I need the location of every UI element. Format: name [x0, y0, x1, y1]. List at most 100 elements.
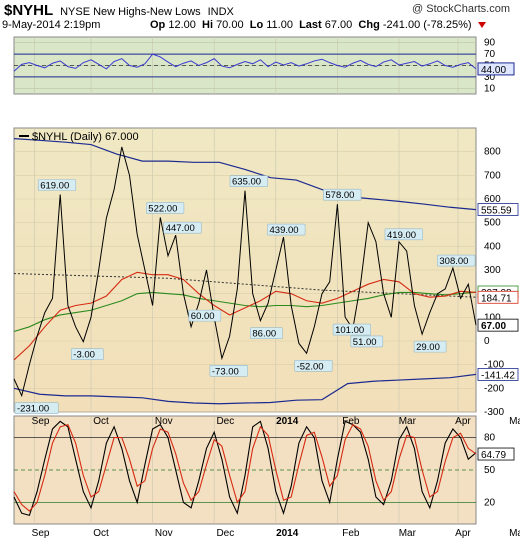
- right-value-badge: [477, 318, 519, 332]
- point-annotation: 86.00: [252, 329, 276, 340]
- point-annotation: 578.00: [325, 190, 354, 201]
- chg-value: -241.00 (-78.25%): [382, 19, 472, 31]
- point-annotation: 522.00: [148, 203, 177, 214]
- point-annotation: -73.00: [212, 366, 239, 377]
- last-value-label: 64.79: [481, 450, 506, 461]
- ma-green-line: [13, 291, 477, 333]
- point-annotation-box: [250, 327, 283, 339]
- x-tick-label: Oct: [93, 528, 109, 539]
- point-annotation: -231.00: [17, 404, 49, 415]
- down-triangle-icon: [477, 22, 486, 29]
- lower-band-line: [13, 373, 477, 405]
- x-tick-label: Oct: [93, 416, 109, 427]
- x-tick-label: Nov: [155, 528, 173, 539]
- last-value: 67.00: [324, 19, 353, 31]
- last-value-label: 44.00: [481, 65, 506, 76]
- y-tick-label: 300: [484, 265, 501, 276]
- chart-header: $NYHL NYSE New Highs-New Lows INDX @ Sto…: [0, 0, 520, 36]
- y-tick-label: -100: [484, 360, 504, 371]
- point-annotation: 101.00: [335, 325, 364, 336]
- y-tick-label: 50: [484, 465, 496, 476]
- y-tick-label: 90: [484, 38, 496, 49]
- point-annotation-box: [229, 175, 268, 188]
- x-tick-label: Mar: [399, 528, 417, 539]
- chart-title: $NYHL NYSE New Highs-New Lows INDX: [4, 2, 234, 19]
- point-annotation-box: [14, 402, 59, 414]
- high-value: 70.00: [216, 19, 244, 31]
- point-annotation: 619.00: [40, 181, 69, 192]
- x-tick-label: Feb: [342, 528, 360, 539]
- y-tick-label: -300: [484, 407, 504, 418]
- y-tick-label: 20: [484, 497, 496, 508]
- x-tick-label: Sep: [32, 528, 50, 539]
- right-value-label: 555.59: [481, 206, 512, 217]
- y-tick-label: 700: [484, 170, 501, 181]
- x-tick-label: 2014: [276, 416, 299, 427]
- high-label: Hi: [202, 19, 213, 31]
- right-value-label: 67.00: [481, 321, 506, 332]
- ma-dotted-line: [13, 273, 477, 298]
- ma-red-line: [13, 271, 477, 361]
- point-annotation-box: [323, 188, 362, 201]
- point-annotation-box: [332, 323, 372, 336]
- last-label: Last: [299, 19, 322, 31]
- y-tick-label: 800: [484, 147, 501, 158]
- right-value-label: 184.71: [481, 293, 512, 304]
- x-tick-label: Mar: [399, 416, 417, 427]
- point-annotation-box: [209, 364, 248, 377]
- x-tick-label: Feb: [342, 416, 360, 427]
- point-annotation: 60.00: [191, 311, 215, 322]
- x-tick-label: Dec: [216, 416, 234, 427]
- y-tick-label: 100: [484, 312, 501, 323]
- x-tick-label: Nov: [155, 416, 173, 427]
- last-value-badge: [477, 62, 515, 76]
- point-annotation-box: [37, 179, 77, 191]
- point-annotation: 51.00: [353, 337, 377, 348]
- point-annotation-box: [413, 340, 447, 353]
- quote-summary: Op 12.00 Hi 70.00 Lo 11.00 Last 67.00 Ch…: [150, 19, 486, 31]
- low-value: 11.00: [266, 19, 293, 31]
- index-name: NYSE New Highs-New Lows: [60, 6, 201, 18]
- index-type: INDX: [207, 6, 234, 18]
- indicator-line: [13, 53, 477, 72]
- point-annotation: 439.00: [270, 225, 299, 236]
- y-tick-label: -200: [484, 383, 504, 394]
- point-annotation-box: [188, 309, 222, 322]
- point-annotation: 419.00: [387, 230, 416, 241]
- right-value-badge: [477, 368, 519, 381]
- last-value-badge: [477, 447, 515, 461]
- x-tick-label: 2014: [276, 528, 299, 539]
- chg-label: Chg: [358, 19, 380, 31]
- open-label: Op: [150, 19, 166, 31]
- y-tick-label: 0: [484, 336, 490, 347]
- symbol: $NYHL: [4, 2, 54, 19]
- y-tick-label: 10: [484, 83, 496, 94]
- y-tick-label: 400: [484, 241, 501, 252]
- point-annotation: 308.00: [439, 256, 468, 267]
- point-annotation-box: [267, 223, 306, 236]
- x-tick-label: Dec: [216, 528, 234, 539]
- y-tick-label: 30: [484, 72, 496, 83]
- osc-k-line: [13, 420, 477, 517]
- point-annotation-box: [71, 348, 104, 361]
- watermark: @ StockCharts.com: [412, 3, 510, 15]
- x-tick-label: May: [509, 528, 520, 539]
- right-value-badge: [477, 203, 519, 216]
- point-annotation: 447.00: [166, 223, 195, 234]
- point-annotation: 29.00: [416, 342, 440, 353]
- y-tick-label: 70: [484, 49, 496, 60]
- low-label: Lo: [249, 19, 264, 31]
- point-annotation-box: [146, 202, 185, 214]
- right-value-badge: [477, 290, 519, 304]
- y-tick-label: 500: [484, 218, 501, 229]
- x-tick-label: Apr: [455, 416, 471, 427]
- right-value-label: -141.42: [481, 370, 515, 381]
- main-series-title: $NYHL (Daily) 67.000: [32, 131, 139, 143]
- point-annotation-box: [163, 221, 202, 234]
- upper-band-line: [13, 138, 477, 211]
- point-annotation-box: [437, 254, 476, 267]
- point-annotation: -52.00: [297, 361, 324, 372]
- point-annotation-box: [384, 228, 423, 241]
- point-annotation: 635.00: [232, 177, 261, 188]
